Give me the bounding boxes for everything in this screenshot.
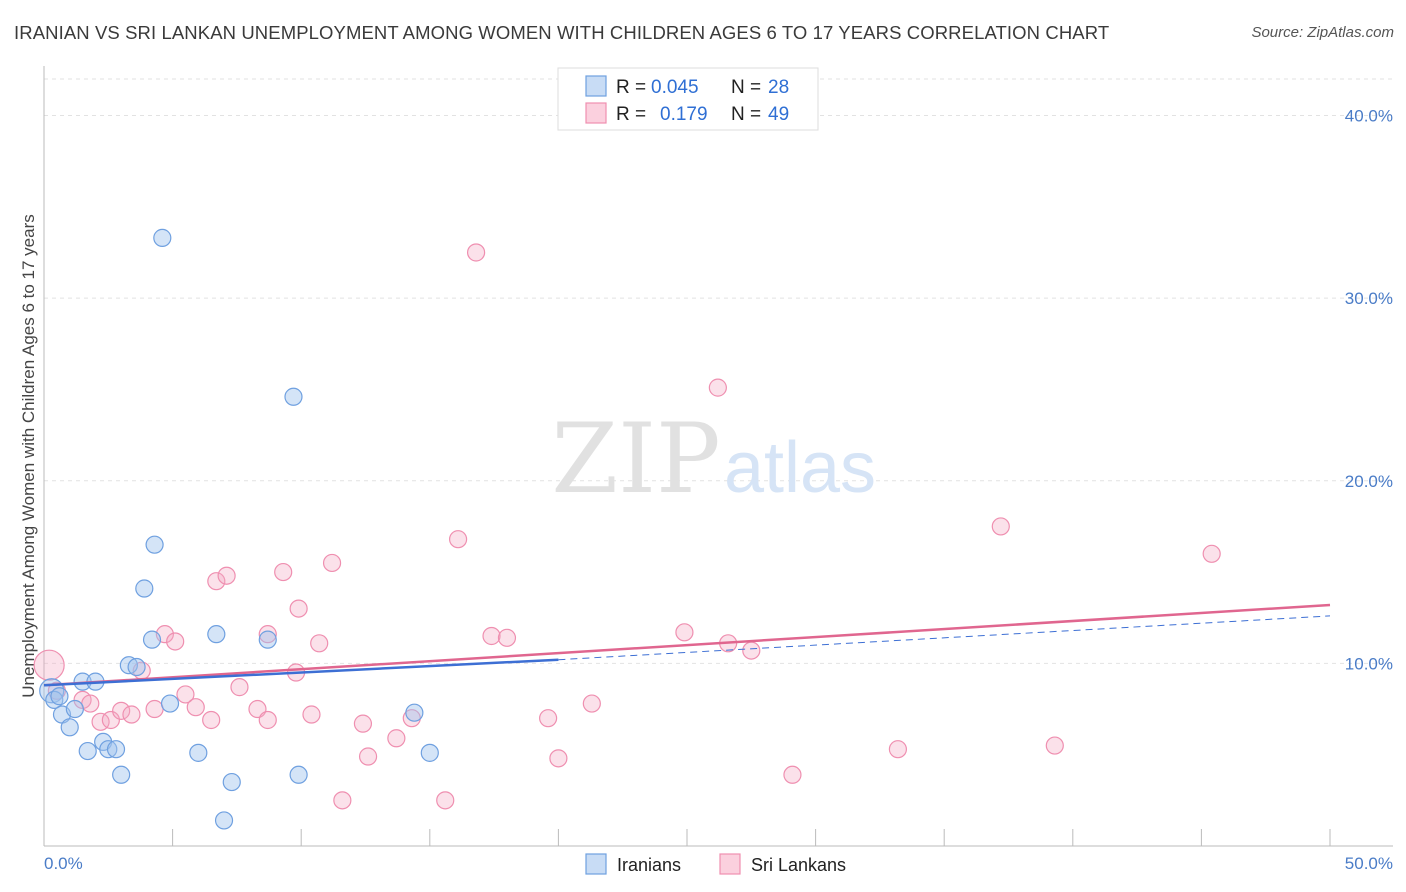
sri-lankans-point [783, 765, 802, 784]
iranians-point [65, 699, 84, 719]
sri-lankans-point [289, 599, 308, 618]
iranians-point [142, 630, 162, 649]
iranians-point [258, 630, 277, 649]
sri-lankans-point [497, 628, 517, 647]
iranians-point [207, 625, 226, 644]
sri-lankans-point [333, 791, 352, 810]
legend-n-value-iranians: 28 [768, 77, 789, 98]
sri-lankans-point [274, 562, 293, 582]
sri-lankans-point [217, 566, 236, 585]
bottom-legend-swatch-sri-lankans [719, 853, 741, 875]
sri-lankans-point [310, 634, 329, 653]
bottom-legend-label-sri-lankans: Sri Lankans [751, 855, 846, 875]
sri-lankans-point [675, 623, 694, 642]
sri-lankans-point [101, 710, 120, 730]
sri-lankans-point [539, 709, 558, 728]
correlation-legend: R = 0.045 N = 28 R = 0.179 N = 49 [557, 67, 819, 131]
iranians-point [135, 579, 154, 598]
sri-lankans-point [112, 701, 131, 720]
legend-n-label-iranians: N = [731, 77, 761, 98]
sri-lankans-point [549, 749, 568, 768]
sri-lankans-point [448, 530, 468, 549]
iranians-point [106, 740, 126, 759]
y-tick-labels: 10.0% 20.0% 30.0% 40.0% [1345, 107, 1393, 674]
sri-lankans-point [166, 632, 185, 651]
sri-lankans-point [202, 710, 221, 730]
iranians-point [222, 772, 241, 792]
legend-n-label-sri-lankans: N = [731, 104, 761, 125]
iranians-point [189, 743, 208, 762]
sri-lankans-point [258, 625, 277, 644]
sri-lankans-trend-line [43, 603, 1331, 687]
chart-title: IRANIAN VS SRI LANKAN UNEMPLOYMENT AMONG… [14, 22, 1110, 43]
iranians-points [39, 228, 439, 830]
legend-swatch-iranians [585, 75, 607, 97]
iranians-point [50, 687, 69, 706]
iranians-point [78, 741, 97, 761]
iranians-point [127, 657, 146, 677]
sri-lankans-point [482, 626, 501, 646]
iranians-point [153, 228, 172, 247]
iranians-point [405, 703, 424, 722]
iranians-point [284, 387, 303, 406]
x-tick-label-max: 50.0% [1345, 854, 1393, 873]
sri-lankans-point [353, 714, 373, 733]
sri-lankans-point [1202, 544, 1221, 563]
iranians-point [214, 811, 234, 830]
sri-lankans-point [358, 747, 378, 766]
sri-lankans-point [466, 243, 486, 262]
y-tick-label: 40.0% [1345, 107, 1393, 126]
sri-lankans-point [1045, 736, 1064, 755]
iranians-point [99, 740, 118, 759]
sri-lankans-point [742, 641, 761, 660]
sri-lankans-point [207, 572, 226, 591]
sri-lankans-point [186, 698, 205, 717]
iranians-point [112, 765, 131, 784]
legend-r-label-iranians: R = [616, 77, 646, 98]
bottom-legend-swatch-iranians [585, 853, 607, 875]
iranians-point [145, 535, 164, 554]
legend-swatch-sri-lankans [585, 102, 607, 124]
sri-lankans-point [302, 705, 321, 724]
iranians-trend-extension [558, 615, 1331, 661]
sri-lankans-point [81, 694, 100, 713]
watermark-atlas: atlas [724, 428, 876, 508]
sri-lankans-point [145, 699, 164, 719]
sri-lankans-points [33, 243, 1221, 810]
sri-lankans-point [708, 378, 727, 397]
sri-lankans-point [436, 791, 455, 810]
sri-lankans-point [322, 553, 342, 573]
bottom-legend-label-iranians: Iranians [617, 855, 681, 875]
y-tick-label: 10.0% [1345, 654, 1393, 673]
iranians-point [60, 718, 79, 737]
y-axis-title: Unemployment Among Women with Children A… [19, 214, 38, 698]
gridlines [44, 78, 1393, 664]
iranians-point [289, 765, 308, 784]
sri-lankans-point [33, 649, 65, 681]
sri-lankans-point [258, 710, 277, 730]
legend-r-label-sri-lankans: R = [616, 104, 646, 125]
sri-lankans-point [122, 705, 141, 724]
iranians-point [160, 694, 180, 713]
legend-r-value-iranians: 0.045 [651, 77, 699, 98]
series-legend: Iranians Sri Lankans [585, 853, 846, 875]
watermark-zip: ZIP [551, 403, 720, 515]
source-label: Source: ZipAtlas.com [1251, 24, 1394, 41]
sri-lankans-point [888, 740, 908, 759]
sri-lankans-point [176, 685, 195, 704]
legend-r-value-sri-lankans: 0.179 [660, 104, 708, 125]
sri-lankans-point [230, 678, 249, 697]
legend-n-value-sri-lankans: 49 [768, 104, 789, 125]
sri-lankans-point [991, 517, 1010, 536]
y-tick-label: 30.0% [1345, 289, 1393, 308]
sri-lankans-point [582, 694, 601, 713]
x-ticks [172, 829, 1331, 846]
y-tick-label: 20.0% [1345, 472, 1393, 491]
iranians-trend-line [43, 658, 559, 687]
iranians-point [420, 743, 439, 762]
x-tick-label-min: 0.0% [44, 854, 83, 873]
sri-lankans-point [387, 729, 406, 748]
trend-lines [43, 603, 1331, 687]
